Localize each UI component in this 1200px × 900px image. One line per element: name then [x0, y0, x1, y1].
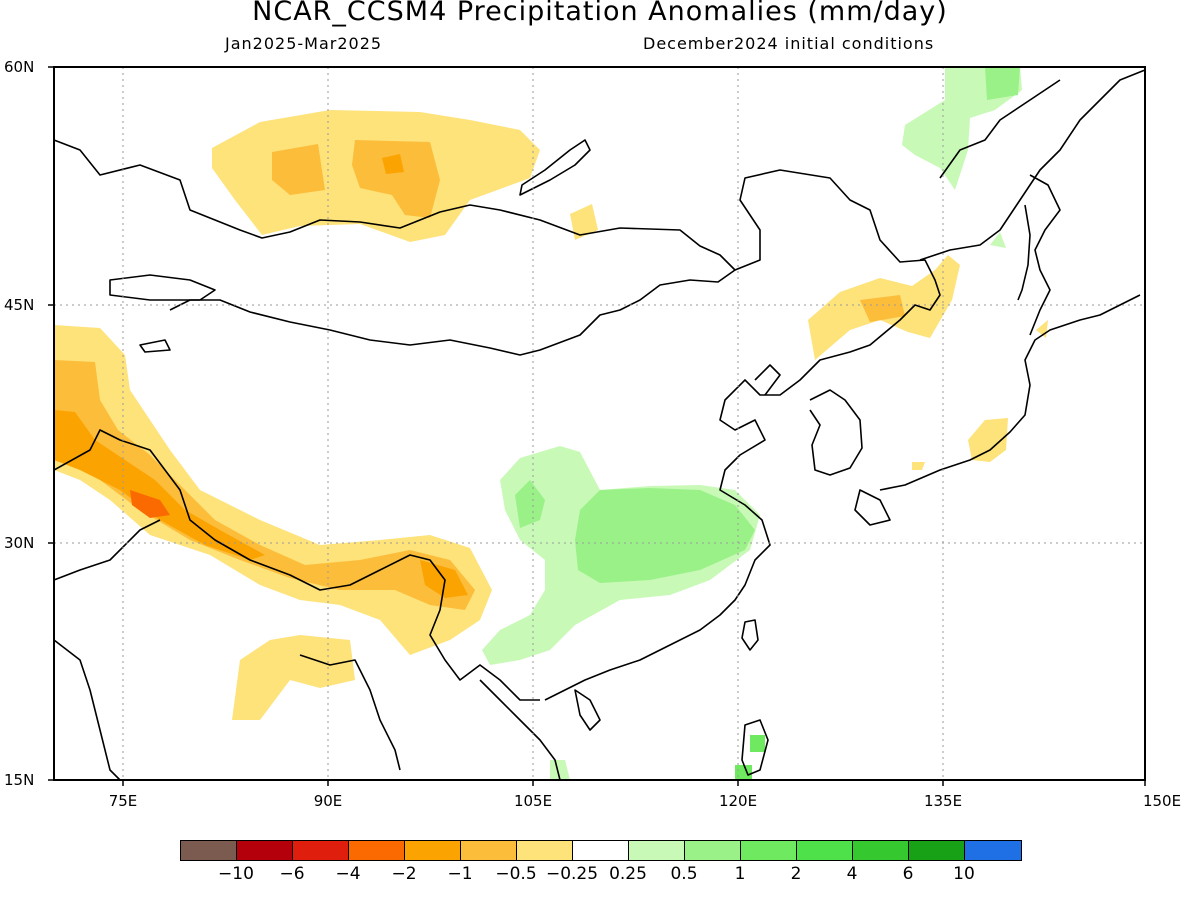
colorbar-swatch [517, 841, 573, 860]
colorbar-swatch [741, 841, 797, 860]
lat-label-30n: 30N [4, 534, 35, 552]
colorbar-swatch [965, 841, 1021, 860]
anomaly-shading [54, 67, 1145, 780]
lon-label-120e: 120E [718, 792, 758, 810]
dry-region-india [232, 635, 355, 720]
colorbar-swatch [685, 841, 741, 860]
dry-region-siberia-peak [382, 154, 404, 174]
colorbar-label: 1 [734, 864, 746, 884]
colorbar-swatch [349, 841, 405, 860]
wet-region-taiwan [735, 735, 765, 780]
coastlines [54, 69, 1145, 780]
colorbar-label: −0.5 [495, 864, 537, 884]
colorbar-label: −10 [218, 864, 254, 884]
dry-region-northeast-mid [860, 295, 905, 322]
colorbar-swatch [797, 841, 853, 860]
dry-region-small-baikal [570, 204, 598, 240]
colorbar-swatch [853, 841, 909, 860]
dry-region-himalaya-peak [130, 490, 170, 518]
colorbar-label: −2 [391, 864, 417, 884]
colorbar-label: −1 [447, 864, 473, 884]
colorbar-swatch [181, 841, 237, 860]
colorbar-swatch [293, 841, 349, 860]
colorbar-label: 6 [902, 864, 914, 884]
colorbar-label: 0.25 [609, 864, 647, 884]
lat-label-15n: 15N [4, 771, 35, 789]
map-frame [53, 66, 1146, 781]
colorbar-label: 0.5 [670, 864, 698, 884]
colorbar-swatch [629, 841, 685, 860]
wet-region-vietnam [550, 760, 570, 780]
wet-region-kamchatka [902, 67, 1022, 248]
wet-region-south-china-mid [515, 480, 755, 583]
lon-label-150e: 150E [1142, 792, 1182, 810]
dry-region-japan [912, 320, 1048, 470]
colorbar-swatch [461, 841, 517, 860]
lon-label-75e: 75E [108, 792, 138, 810]
colorbar-label: 10 [953, 864, 975, 884]
axis-ticks [48, 66, 1146, 786]
graticule [54, 67, 1145, 780]
colorbar-label: −6 [279, 864, 305, 884]
dry-region-himalaya-strong [54, 410, 468, 598]
colorbar-swatch [909, 841, 965, 860]
lon-label-135e: 135E [923, 792, 963, 810]
colorbar [180, 840, 1022, 861]
lat-label-45n: 45N [4, 296, 35, 314]
lon-label-90e: 90E [313, 792, 343, 810]
colorbar-label: −0.25 [545, 864, 599, 884]
wet-region-kamchatka-mid [985, 67, 1020, 100]
colorbar-label: 2 [790, 864, 802, 884]
colorbar-swatch [405, 841, 461, 860]
forecast-period: Jan2025-Mar2025 [225, 34, 383, 53]
colorbar-label: −4 [335, 864, 361, 884]
colorbar-swatch [573, 841, 629, 860]
lat-label-60n: 60N [4, 58, 35, 76]
map-title: NCAR_CCSM4 Precipitation Anomalies (mm/d… [252, 0, 948, 27]
colorbar-swatch [237, 841, 293, 860]
lon-label-105e: 105E [513, 792, 553, 810]
colorbar-label: 4 [846, 864, 858, 884]
initial-conditions: December2024 initial conditions [643, 34, 935, 53]
